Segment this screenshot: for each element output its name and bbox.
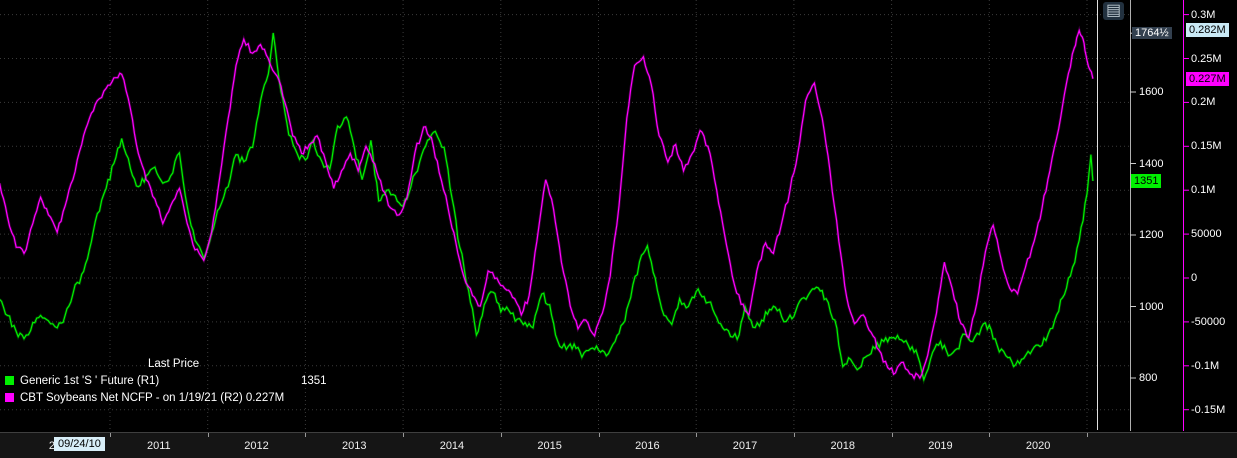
x-axis-year-label: 2018	[830, 440, 855, 452]
x-axis-year-label: 2020	[1025, 440, 1051, 452]
x-axis-year-label: 2019	[928, 440, 953, 452]
r2-tick-label: -0.15M	[1191, 403, 1226, 416]
r2-high-badge: 0.282M	[1186, 23, 1229, 38]
r2-last-value-badge: 0.227M	[1186, 71, 1229, 86]
r2-tick-label: 0.25M	[1191, 52, 1222, 65]
x-axis-year-label: 2015	[537, 440, 562, 452]
r2-tick-label: 0.15M	[1191, 140, 1222, 153]
r2-tick-label: -50000	[1191, 315, 1226, 328]
r1-tick-label: 1000	[1139, 300, 1164, 313]
legend-last-price-header: Last Price	[148, 358, 200, 370]
x-axis-band: 09/24/10 2010201120122013201420152016201…	[0, 432, 1237, 458]
r1-axis-high-label: 1764½	[1132, 27, 1172, 40]
legend-rows: Generic 1st 'S ' Future (R1) 1351 CBT Soyb…	[5, 373, 327, 407]
x-axis-tick	[891, 433, 893, 437]
x-axis-tick	[793, 433, 795, 437]
x-axis-year-label: 2017	[732, 440, 758, 452]
x-axis-tick	[696, 433, 698, 437]
r2-tick-label: 0	[1191, 272, 1198, 284]
x-axis-tick	[989, 433, 991, 437]
scroll-panel-icon[interactable]: ▤	[1103, 2, 1125, 20]
r1-tick-label: 1200	[1139, 229, 1164, 241]
r2-tick-label: -0.1M	[1191, 359, 1220, 372]
legend-series-label: CBT Soybeans Net NCFP - on 1/19/21 (R2) …	[20, 392, 285, 404]
r2-tick-label: 0.1M	[1191, 184, 1216, 197]
legend-series-label: Generic 1st 'S ' Future (R1)	[20, 375, 160, 387]
x-axis-year-label: 2014	[439, 440, 465, 452]
legend-swatch-icon	[5, 376, 14, 385]
legend-row[interactable]: Generic 1st 'S ' Future (R1) 1351	[5, 373, 327, 390]
chart-legend: Last Price Generic 1st 'S ' Future (R1) 1…	[5, 358, 327, 407]
x-axis-year-label: 2011	[147, 440, 171, 452]
x-axis-year-label: 2016	[635, 440, 660, 452]
legend-series-value: 1351	[301, 375, 327, 387]
r2-tick-label: 0.3M	[1191, 8, 1216, 21]
legend-swatch-icon	[5, 393, 14, 402]
r2-tick-label: 50000	[1191, 228, 1222, 241]
x-axis-year-label: 2013	[342, 440, 367, 452]
x-axis-year-label: 2012	[244, 440, 269, 452]
x-axis-tick	[305, 433, 307, 437]
x-axis-tick	[1087, 433, 1088, 437]
x-axis-tick	[403, 433, 405, 437]
r1-last-price-badge: 1351	[1131, 174, 1162, 189]
r1-tick-label: 1600	[1139, 86, 1164, 98]
legend-row[interactable]: CBT Soybeans Net NCFP - on 1/19/21 (R2) …	[5, 390, 284, 407]
r2-tick-label: 0.2M	[1191, 96, 1216, 109]
r1-tick-label: 800	[1139, 372, 1158, 384]
x-axis-tick	[598, 433, 600, 437]
x-axis-tick	[207, 433, 209, 437]
x-axis-tick	[110, 433, 111, 437]
range-start-date-box[interactable]: 09/24/10	[54, 437, 105, 451]
x-axis-tick	[500, 433, 502, 437]
r1-tick-label: 1400	[1139, 157, 1164, 170]
